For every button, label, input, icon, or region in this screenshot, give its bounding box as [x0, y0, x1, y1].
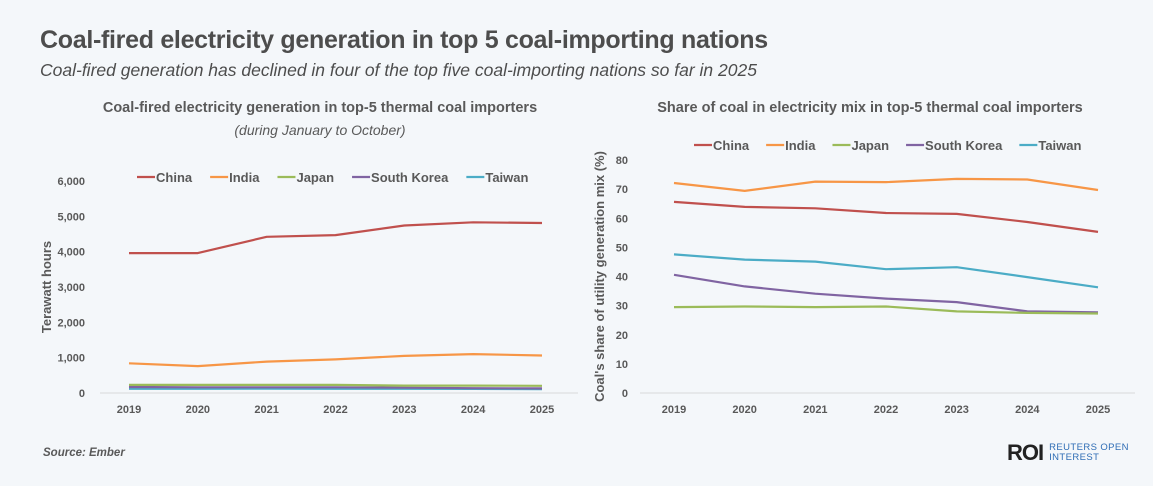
y-tick-label: 4,000 — [57, 247, 85, 259]
series-line-china — [673, 200, 1099, 233]
y-tick-label: 2,000 — [57, 317, 85, 329]
right-chart-title: Share of coal in electricity mix in top-… — [657, 100, 1083, 116]
y-axis-label: Coal's share of utility generation mix (… — [592, 151, 607, 402]
left-chart-title: Coal-fired electricity generation in top… — [102, 100, 538, 116]
x-tick-label: 2021 — [254, 404, 278, 416]
logo-line2: INTEREST — [1049, 452, 1100, 463]
y-tick-label: 6,000 — [57, 176, 85, 188]
legend-label-taiwan: Taiwan — [485, 170, 528, 185]
logo-mark: ROI — [1007, 440, 1044, 465]
series-line-south-korea — [128, 385, 543, 390]
series-line-taiwan — [673, 253, 1099, 289]
y-tick-label: 10 — [616, 359, 628, 371]
series-line-japan — [129, 383, 543, 387]
source-note: Source: Ember — [43, 447, 125, 459]
x-tick-label: 2019 — [662, 404, 686, 416]
series-line-south-korea — [673, 273, 1099, 314]
y-axis-label: Terawatt hours — [39, 241, 54, 333]
x-tick-label: 2025 — [530, 404, 554, 416]
main-title: Coal-fired electricity generation in top… — [40, 26, 768, 54]
y-tick-label: 30 — [616, 301, 628, 313]
x-tick-label: 2025 — [1086, 404, 1110, 416]
x-tick-label: 2024 — [1015, 404, 1040, 416]
y-tick-label: 60 — [616, 213, 628, 225]
x-tick-label: 2022 — [874, 404, 898, 416]
legend-label-india: India — [229, 170, 260, 185]
left-chart: 0 1,000 2,000 3,000 4,000 5,000 6,000 2019 2020 2… — [39, 170, 578, 416]
x-tick-label: 2019 — [117, 404, 141, 416]
legend-label-taiwan: Taiwan — [1038, 138, 1081, 153]
legend-label-china: China — [156, 170, 193, 185]
y-tick-label: 0 — [622, 388, 628, 400]
series-line-india — [128, 353, 543, 368]
x-tick-label: 2023 — [944, 404, 968, 416]
right-chart: 0 10 20 30 40 50 60 70 80 2019 2020 2021 2022 2023 202… — [592, 138, 1135, 416]
x-tick-label: 2023 — [392, 404, 416, 416]
legend-label-japan: Japan — [296, 170, 334, 185]
series-line-japan — [673, 305, 1099, 315]
series-line-china — [129, 221, 543, 255]
y-tick-label: 80 — [616, 155, 628, 167]
y-tick-label: 3,000 — [57, 282, 85, 294]
y-tick-label: 40 — [616, 272, 628, 284]
main-subtitle: Coal-fired generation has declined in fo… — [40, 60, 757, 80]
y-tick-label: 5,000 — [57, 211, 85, 223]
logo-wordmark: REUTERS OPEN INTEREST — [1049, 443, 1129, 463]
series-line-india — [673, 177, 1099, 193]
y-tick-label: 20 — [616, 330, 628, 342]
logo-line1: REUTERS OPEN — [1049, 442, 1129, 453]
y-tick-label: 50 — [616, 242, 628, 254]
left-chart-subtitle: (during January to October) — [234, 122, 406, 138]
y-tick-label: 70 — [616, 184, 628, 196]
legend-label-india: India — [785, 138, 816, 153]
x-tick-label: 2024 — [461, 404, 486, 416]
x-tick-label: 2020 — [732, 404, 756, 416]
x-tick-label: 2020 — [186, 404, 210, 416]
legend-label-japan: Japan — [851, 138, 889, 153]
legend-label-south-korea: South Korea — [371, 170, 449, 185]
legend-label-china: China — [713, 138, 750, 153]
legend-label-south-korea: South Korea — [925, 138, 1003, 153]
x-tick-label: 2022 — [323, 404, 347, 416]
x-tick-label: 2021 — [803, 404, 827, 416]
roi-logo: ROI REUTERS OPEN INTEREST — [1007, 440, 1129, 466]
y-tick-label: 0 — [79, 388, 85, 400]
y-tick-label: 1,000 — [57, 353, 85, 365]
